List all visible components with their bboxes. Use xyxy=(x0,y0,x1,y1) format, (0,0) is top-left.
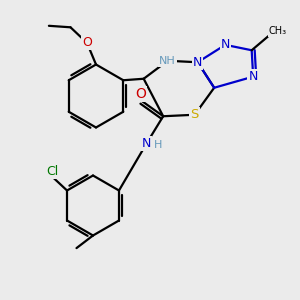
Text: S: S xyxy=(190,108,199,121)
Text: N: N xyxy=(142,137,152,150)
Text: NH: NH xyxy=(159,56,176,66)
Text: Cl: Cl xyxy=(46,165,58,178)
Text: O: O xyxy=(82,36,92,50)
Text: N: N xyxy=(248,70,258,83)
Text: O: O xyxy=(135,87,146,101)
Text: H: H xyxy=(154,140,162,150)
Text: N: N xyxy=(220,38,230,51)
Text: N: N xyxy=(193,56,202,69)
Text: CH₃: CH₃ xyxy=(269,26,287,36)
